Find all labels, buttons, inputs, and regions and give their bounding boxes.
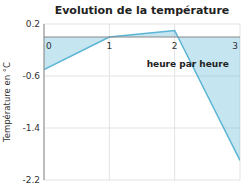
- y-axis: [44, 24, 45, 180]
- grid-line: [44, 180, 240, 181]
- x-tick-label: 3: [232, 41, 238, 51]
- x-axis: [44, 37, 240, 38]
- area: [44, 31, 240, 161]
- grid-line: [44, 24, 240, 25]
- y-tick-label: -0.6: [22, 71, 40, 81]
- line: [44, 31, 240, 161]
- series: [44, 31, 240, 161]
- chart: 0.2 -0.6 -1.4 -2.2 0 1 2 3 Evolution de la tempé…: [0, 0, 250, 188]
- x-tick-label: 0: [46, 41, 52, 51]
- x-tick-label: 1: [106, 41, 112, 51]
- y-tick-label: 0.2: [26, 19, 40, 29]
- grid-line: [44, 24, 45, 180]
- title: Evolution de la température: [55, 4, 230, 17]
- grid-line: [44, 128, 240, 129]
- annotation: heure par heure: [147, 59, 229, 69]
- x-tick-label: 2: [172, 41, 178, 51]
- y-tick-label: -1.4: [22, 123, 40, 133]
- y-axis-label: Température en °C: [2, 62, 12, 143]
- plot-area: [44, 24, 240, 180]
- y-tick-label: -2.2: [22, 175, 40, 185]
